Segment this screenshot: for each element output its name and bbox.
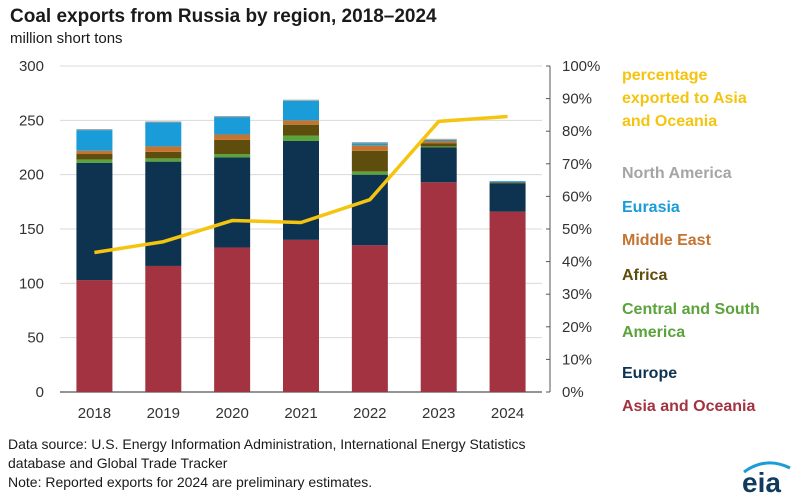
bar-asia-and-oceania-2020 <box>214 247 251 392</box>
bar-eurasia-2020 <box>214 117 251 135</box>
bar-middle-east-2020 <box>214 134 251 140</box>
footnote: Note: Reported exports for 2024 are prel… <box>8 474 373 490</box>
bar-central-and-south-america-2020 <box>214 154 251 158</box>
bar-asia-and-oceania-2021 <box>283 239 319 392</box>
eia-logo-arc <box>743 461 791 474</box>
y-tick-label: 100 <box>19 275 44 292</box>
bar-north-america-2023 <box>420 138 457 140</box>
legend-middle-east: Middle East <box>622 232 711 249</box>
x-tick-label: 2020 <box>215 405 248 422</box>
y2-tick-label: 10% <box>562 351 592 368</box>
bar-asia-and-oceania-2024 <box>489 211 526 392</box>
y2-tick-label: 80% <box>562 123 592 140</box>
legend-north-america: North America <box>622 165 732 182</box>
bar-europe-2021 <box>283 140 319 240</box>
legend-csa-line-1: Central and South <box>622 301 760 318</box>
y-tick-label: 50 <box>27 330 44 347</box>
x-tick-label: 2023 <box>422 405 455 422</box>
bar-africa-2021 <box>283 124 319 136</box>
y2-tick-label: 90% <box>562 91 592 108</box>
y-tick-label: 250 <box>19 112 44 129</box>
eia-logo-text: eia <box>742 467 781 496</box>
bar-africa-2019 <box>145 151 182 159</box>
bar-central-and-south-america-2022 <box>351 171 388 175</box>
bar-eurasia-2018 <box>76 130 113 151</box>
stacked-bar-chart: 0 50 100 150 200 250 300 0% 10% 20% 30% 40% 50% 60% 7… <box>19 58 600 422</box>
bar-europe-2024 <box>489 183 526 212</box>
bar-asia-and-oceania-2018 <box>76 280 113 392</box>
legend-africa: Africa <box>622 267 668 284</box>
bar-middle-east-2021 <box>283 120 319 125</box>
y-tick-label: 300 <box>19 58 44 75</box>
source-line-2: database and Global Trade Tracker <box>8 455 228 471</box>
x-tick-label: 2024 <box>491 405 524 422</box>
bar-middle-east-2023 <box>420 140 457 144</box>
y-tick-label: 150 <box>19 221 44 238</box>
bar-europe-2018 <box>76 162 113 281</box>
y2-tick-label: 40% <box>562 254 592 271</box>
bar-north-america-2018 <box>76 129 113 131</box>
y2-tick-label: 20% <box>562 319 592 336</box>
bar-eurasia-2022 <box>351 143 388 146</box>
bar-europe-2019 <box>145 161 182 266</box>
bar-asia-and-oceania-2019 <box>145 265 182 392</box>
bar-asia-and-oceania-2022 <box>351 245 388 392</box>
y2-tick-label: 0% <box>562 384 584 401</box>
y2-tick-label: 50% <box>562 221 592 238</box>
chart-title: Coal exports from Russia by region, 2018… <box>10 6 437 27</box>
bar-eurasia-2019 <box>145 122 182 147</box>
y2-tick-label: 70% <box>562 156 592 173</box>
bar-north-america-2021 <box>283 99 319 101</box>
bar-north-america-2020 <box>214 115 251 118</box>
y-tick-label: 0 <box>36 384 44 401</box>
eia-logo: eia <box>742 461 791 496</box>
x-tick-label: 2022 <box>353 405 386 422</box>
legend-line-label-1: percentage <box>622 67 708 84</box>
legend-eurasia: Eurasia <box>622 199 680 216</box>
bar-eurasia-2021 <box>283 100 319 121</box>
legend-central-south-america: Central and South America <box>622 298 760 344</box>
legend-line-label-2: exported to Asia <box>622 90 747 107</box>
legend-europe: Europe <box>622 365 678 382</box>
bar-middle-east-2019 <box>145 146 182 152</box>
bar-eurasia-2024 <box>489 181 526 183</box>
legend-csa-line-2: America <box>622 324 686 341</box>
bar-north-america-2022 <box>351 142 388 144</box>
y2-tick-label: 60% <box>562 188 592 205</box>
bar-central-and-south-america-2021 <box>283 135 319 141</box>
bar-africa-2023 <box>420 143 457 147</box>
line-percentage-asia-oceania <box>94 114 508 255</box>
legend-asia-oceania: Asia and Oceania <box>622 398 756 415</box>
y-tick-label: 200 <box>19 167 44 184</box>
bar-africa-2018 <box>76 154 113 160</box>
bar-europe-2020 <box>214 157 251 248</box>
bar-europe-2023 <box>420 147 457 183</box>
bar-africa-2022 <box>351 150 388 172</box>
bar-asia-and-oceania-2023 <box>420 182 457 392</box>
legend-line-label-3: and Oceania <box>622 113 718 130</box>
bar-middle-east-2018 <box>76 150 113 155</box>
source-line-1: Data source: U.S. Energy Information Adm… <box>8 436 526 452</box>
bar-central-and-south-america-2023 <box>420 146 457 148</box>
x-tick-label: 2019 <box>147 405 180 422</box>
y2-tick-label: 100% <box>562 58 600 75</box>
chart-subtitle: million short tons <box>10 30 123 47</box>
x-tick-label: 2021 <box>284 405 317 422</box>
bar-central-and-south-america-2018 <box>76 159 113 163</box>
x-tick-label: 2018 <box>78 405 111 422</box>
bar-central-and-south-america-2019 <box>145 158 182 162</box>
bar-north-america-2019 <box>145 121 182 123</box>
bar-middle-east-2022 <box>351 145 388 151</box>
legend-line-label: percentage exported to Asia and Oceania <box>622 64 747 133</box>
y2-tick-label: 30% <box>562 286 592 303</box>
bar-eurasia-2023 <box>420 139 457 141</box>
bar-africa-2024 <box>489 182 526 184</box>
bar-africa-2020 <box>214 139 251 155</box>
